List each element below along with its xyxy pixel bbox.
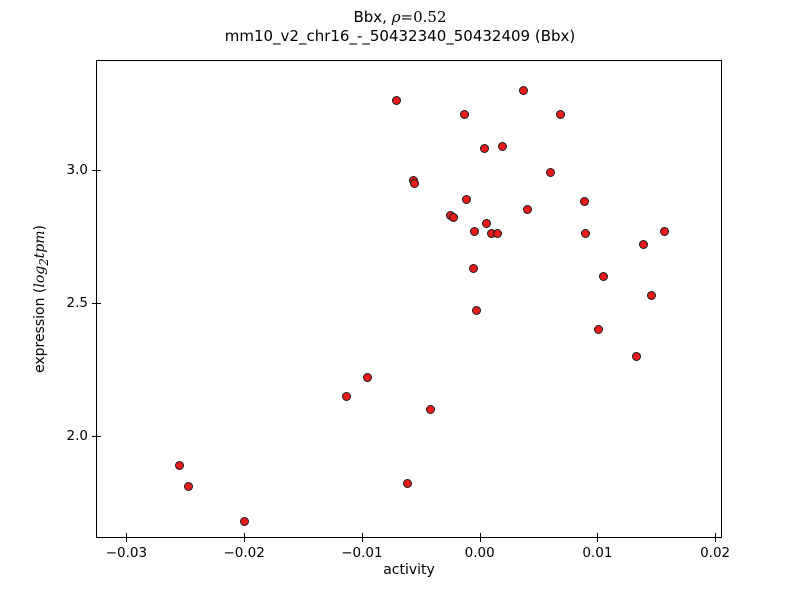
x-axis-label: activity [96, 562, 722, 578]
x-tick-inner [361, 533, 363, 537]
scatter-point [174, 460, 184, 470]
x-tick-inner [244, 533, 246, 537]
scatter-point [556, 109, 566, 119]
scatter-point [523, 205, 533, 215]
scatter-point [239, 516, 249, 526]
x-tick [715, 537, 717, 542]
x-tick-label: −0.02 [223, 545, 265, 561]
x-tick-inner [715, 533, 717, 537]
y-axis-label-log: log [32, 265, 48, 288]
x-tick [126, 537, 128, 542]
scatter-point [594, 325, 604, 335]
y-tick-label: 2.0 [66, 427, 88, 444]
x-tick-label: 0.00 [464, 545, 495, 561]
x-tick [479, 537, 481, 542]
x-tick [244, 537, 246, 542]
scatter-point [471, 306, 481, 316]
scatter-point [659, 226, 669, 236]
scatter-point [363, 372, 373, 382]
title-line-locus: mm10_v2_chr16_-_50432340_50432409 (Bbx) [224, 27, 576, 45]
scatter-point [470, 226, 480, 236]
x-tick [361, 537, 363, 542]
scatter-point [482, 218, 492, 228]
scatter-point [342, 391, 352, 401]
x-axis-label-text: activity [383, 562, 435, 578]
scatter-point [579, 197, 589, 207]
y-tick-inner [97, 302, 101, 304]
scatter-point [518, 85, 528, 95]
y-axis-label-prefix: expression ( [32, 287, 48, 374]
scatter-point [492, 229, 502, 239]
scatter-point [184, 481, 194, 491]
y-axis-label: expression (log2tpm) [32, 60, 51, 538]
x-tick-inner [597, 533, 599, 537]
scatter-point [462, 194, 472, 204]
x-tick-inner [126, 533, 128, 537]
rho-value: 0.52 [413, 8, 447, 26]
y-tick [92, 302, 97, 304]
scatter-point [631, 351, 641, 361]
y-axis-label-tpm: tpm [32, 230, 48, 259]
rho-symbol: ρ [391, 8, 401, 26]
y-tick-label: 2.5 [66, 294, 88, 311]
scatter-point [459, 109, 469, 119]
scatter-point [410, 178, 420, 188]
scatter-point [545, 168, 555, 178]
y-tick-inner [97, 170, 101, 172]
x-tick [597, 537, 599, 542]
scatter-point [469, 263, 479, 273]
scatter-point [647, 290, 657, 300]
y-tick [92, 170, 97, 172]
x-tick-label: −0.03 [105, 545, 148, 561]
x-tick-label: 0.02 [700, 545, 731, 561]
y-axis-label-subscript: 2 [36, 258, 51, 266]
scatter-point [581, 229, 591, 239]
x-tick-label: −0.01 [341, 545, 383, 561]
scatter-point [479, 144, 489, 154]
y-tick [92, 435, 97, 437]
scatter-point [425, 404, 435, 414]
scatter-point [497, 141, 507, 151]
y-tick-inner [97, 435, 101, 437]
title-gene-name: Bbx, [353, 8, 392, 26]
plot-axes: −0.03 −0.02 −0.01 0.00 0.01 0.02 2.0 2.5 3.0 [67, 60, 730, 561]
x-tick-inner [479, 533, 481, 537]
scatter-point [449, 213, 459, 223]
y-axis-label-suffix: ) [32, 224, 48, 231]
plot-area [97, 61, 721, 537]
figure-title: Bbx, ρ=0.52 mm10_v2_chr16_-_50432340_504… [0, 8, 800, 46]
x-tick-label: 0.01 [582, 545, 613, 561]
scatter-point [391, 96, 401, 106]
scatter-point [598, 271, 608, 281]
scatter-point [403, 479, 413, 489]
y-tick-label: 3.0 [66, 162, 88, 179]
equals-symbol: = [400, 8, 414, 26]
title-line-correlation: Bbx, ρ=0.52 [0, 8, 800, 27]
scatter-point [638, 239, 648, 249]
